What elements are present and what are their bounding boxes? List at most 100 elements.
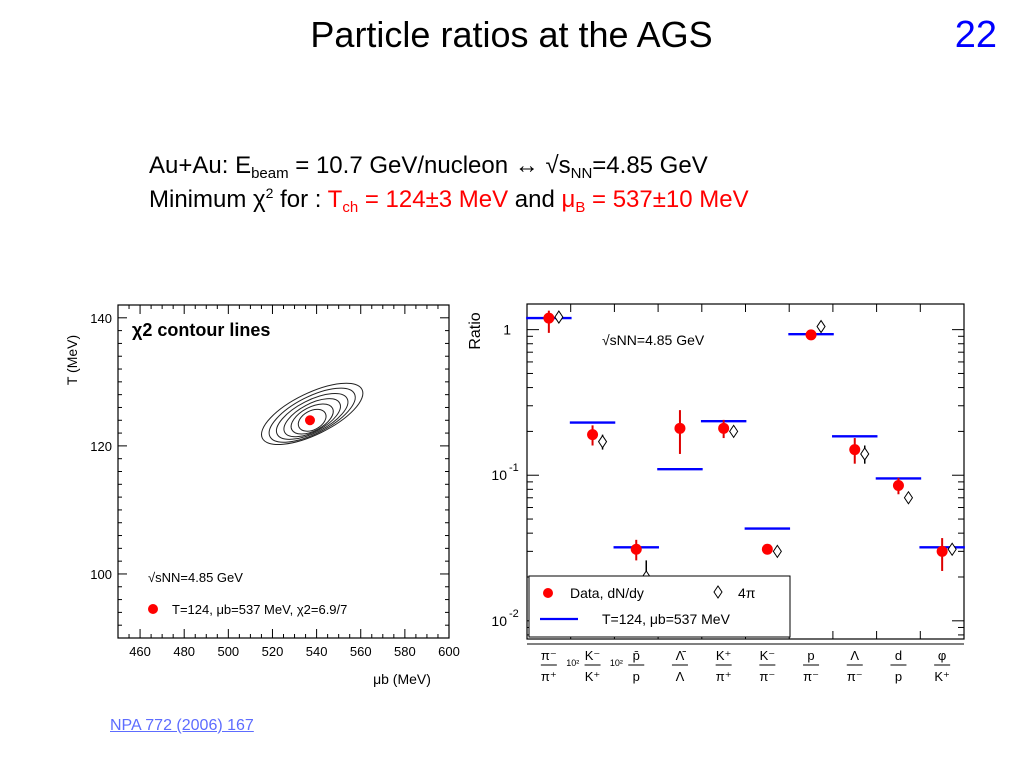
category-numerator: π⁻ [541, 648, 557, 663]
category-numerator: d [895, 648, 902, 663]
best-fit-point [304, 415, 315, 426]
contour-line [297, 408, 327, 432]
data-point [630, 543, 642, 555]
data-point [849, 444, 861, 456]
ratio-y-tick-exponent: -1 [509, 462, 519, 474]
beam-subscript: beam [251, 165, 289, 182]
data-point [936, 545, 948, 557]
category-numerator: K⁺ [716, 648, 732, 663]
for-text: for : [273, 186, 328, 213]
category-denominator: K⁺ [934, 669, 950, 684]
chi2-info-line: Minimum χ2 for : Tch = 124±3 MeV and μB … [149, 185, 749, 216]
contour-x-axis-label: μb (MeV) [373, 671, 431, 687]
category-numerator: K⁻ [585, 648, 601, 663]
contour-legend-label: T=124, μb=537 MeV, χ2=6.9/7 [172, 602, 347, 617]
data-point [587, 429, 599, 441]
4pi-point [772, 544, 782, 559]
category-numerator: Λ [850, 648, 859, 663]
category-numerator: p̄ [633, 648, 640, 663]
ratio-y-tick-exponent: -2 [509, 608, 519, 620]
ratio-chart: 110-110-2 √sNN=4.85 GeV Ratio Data, dN/d… [467, 303, 965, 684]
contour-line [283, 398, 341, 438]
category-numerator: p [807, 648, 814, 663]
reference-link[interactable]: NPA 772 (2006) 167 [110, 717, 254, 734]
contour-x-tick-label: 560 [350, 644, 372, 659]
category-scale-factor: 10² [610, 658, 623, 668]
4pi-point [860, 447, 870, 461]
contour-y-axis-label: T (MeV) [64, 335, 80, 385]
beam-prefix: Au+Au: E [149, 152, 252, 179]
category-scale-factor: 10² [566, 658, 579, 668]
ratio-legend-box [528, 575, 791, 638]
page-number: 22 [954, 14, 997, 56]
contour-line [260, 382, 364, 446]
data-point [892, 479, 904, 491]
legend-model-label: T=124, μb=537 MeV [602, 611, 731, 627]
4pi-point [947, 542, 957, 557]
t-subscript: ch [342, 199, 359, 216]
data-point [805, 329, 817, 341]
contour-line [268, 387, 356, 443]
data-point [761, 543, 773, 555]
legend-4pi-label: 4π [738, 585, 756, 601]
chi2-superscript: 2 [265, 185, 274, 201]
t-value: = 124±3 MeV [358, 186, 509, 213]
beam-suffix: =4.85 GeV [592, 152, 708, 179]
contour-sqrt-annotation: √sNN=4.85 GeV [148, 570, 243, 585]
contour-x-tick-label: 460 [129, 644, 151, 659]
t-label: T [327, 186, 343, 213]
ratio-y-tick-label: 1 [503, 322, 511, 338]
data-point [674, 422, 686, 434]
4pi-point [554, 310, 564, 324]
contour-y-tick-label: 100 [90, 567, 112, 582]
slide-title: Particle ratios at the AGS [310, 14, 713, 55]
mu-label: μ [561, 186, 576, 213]
contour-chart-title: χ2 contour lines [132, 320, 270, 340]
category-denominator: K⁺ [585, 669, 601, 684]
legend-data-label: Data, dN/dy [570, 585, 644, 601]
chi2-contour-chart: 460 480 500 520 540 560 580 600 100 120 140 χ2 con… [64, 304, 460, 687]
4pi-point [903, 490, 914, 505]
chi2-prefix: Minimum χ [149, 186, 266, 213]
4pi-point [729, 424, 739, 439]
legend-4pi-marker [713, 585, 723, 599]
category-denominator: π⁺ [716, 669, 732, 684]
contour-x-tick-label: 600 [438, 644, 460, 659]
category-denominator: p [895, 669, 902, 684]
contour-x-tick-label: 580 [394, 644, 416, 659]
category-denominator: p [633, 669, 640, 684]
contour-plot-frame [117, 304, 450, 639]
data-point [543, 312, 555, 324]
category-denominator: π⁺ [541, 669, 557, 684]
category-numerator: φ [938, 648, 946, 663]
beam-middle: = 10.7 GeV/nucleon ↔ √s [288, 152, 571, 179]
contour-line [290, 403, 334, 435]
beam-info-line: Au+Au: Ebeam = 10.7 GeV/nucleon ↔ √sNN=4… [149, 152, 708, 182]
contour-y-tick-label: 140 [90, 311, 112, 326]
nn-subscript: NN [570, 165, 593, 182]
contour-y-tick-label: 120 [90, 439, 112, 454]
contour-x-tick-label: 500 [217, 644, 239, 659]
mu-value: = 537±10 MeV [585, 186, 749, 213]
category-denominator: π⁻ [803, 669, 819, 684]
4pi-point [816, 319, 826, 334]
contour-line [275, 393, 349, 440]
contour-x-tick-label: 480 [173, 644, 195, 659]
and-text: and [508, 186, 562, 213]
category-numerator: Λ̄ [676, 648, 687, 663]
mu-subscript: B [575, 199, 586, 216]
category-denominator: π⁻ [847, 669, 863, 684]
ratio-sqrt-annotation: √sNN=4.85 GeV [602, 332, 705, 348]
ratio-y-tick-label: 10 [491, 613, 507, 629]
legend-data-marker [543, 588, 553, 598]
ratio-y-axis-label: Ratio [467, 312, 484, 349]
contour-legend-marker [148, 604, 158, 614]
category-denominator: Λ [676, 669, 685, 684]
4pi-point [597, 434, 608, 449]
category-numerator: K⁻ [760, 648, 776, 663]
contour-x-tick-label: 540 [306, 644, 328, 659]
category-denominator: π⁻ [759, 669, 775, 684]
data-point [718, 422, 730, 434]
ratio-y-tick-label: 10 [491, 467, 507, 483]
contour-x-tick-label: 520 [262, 644, 284, 659]
